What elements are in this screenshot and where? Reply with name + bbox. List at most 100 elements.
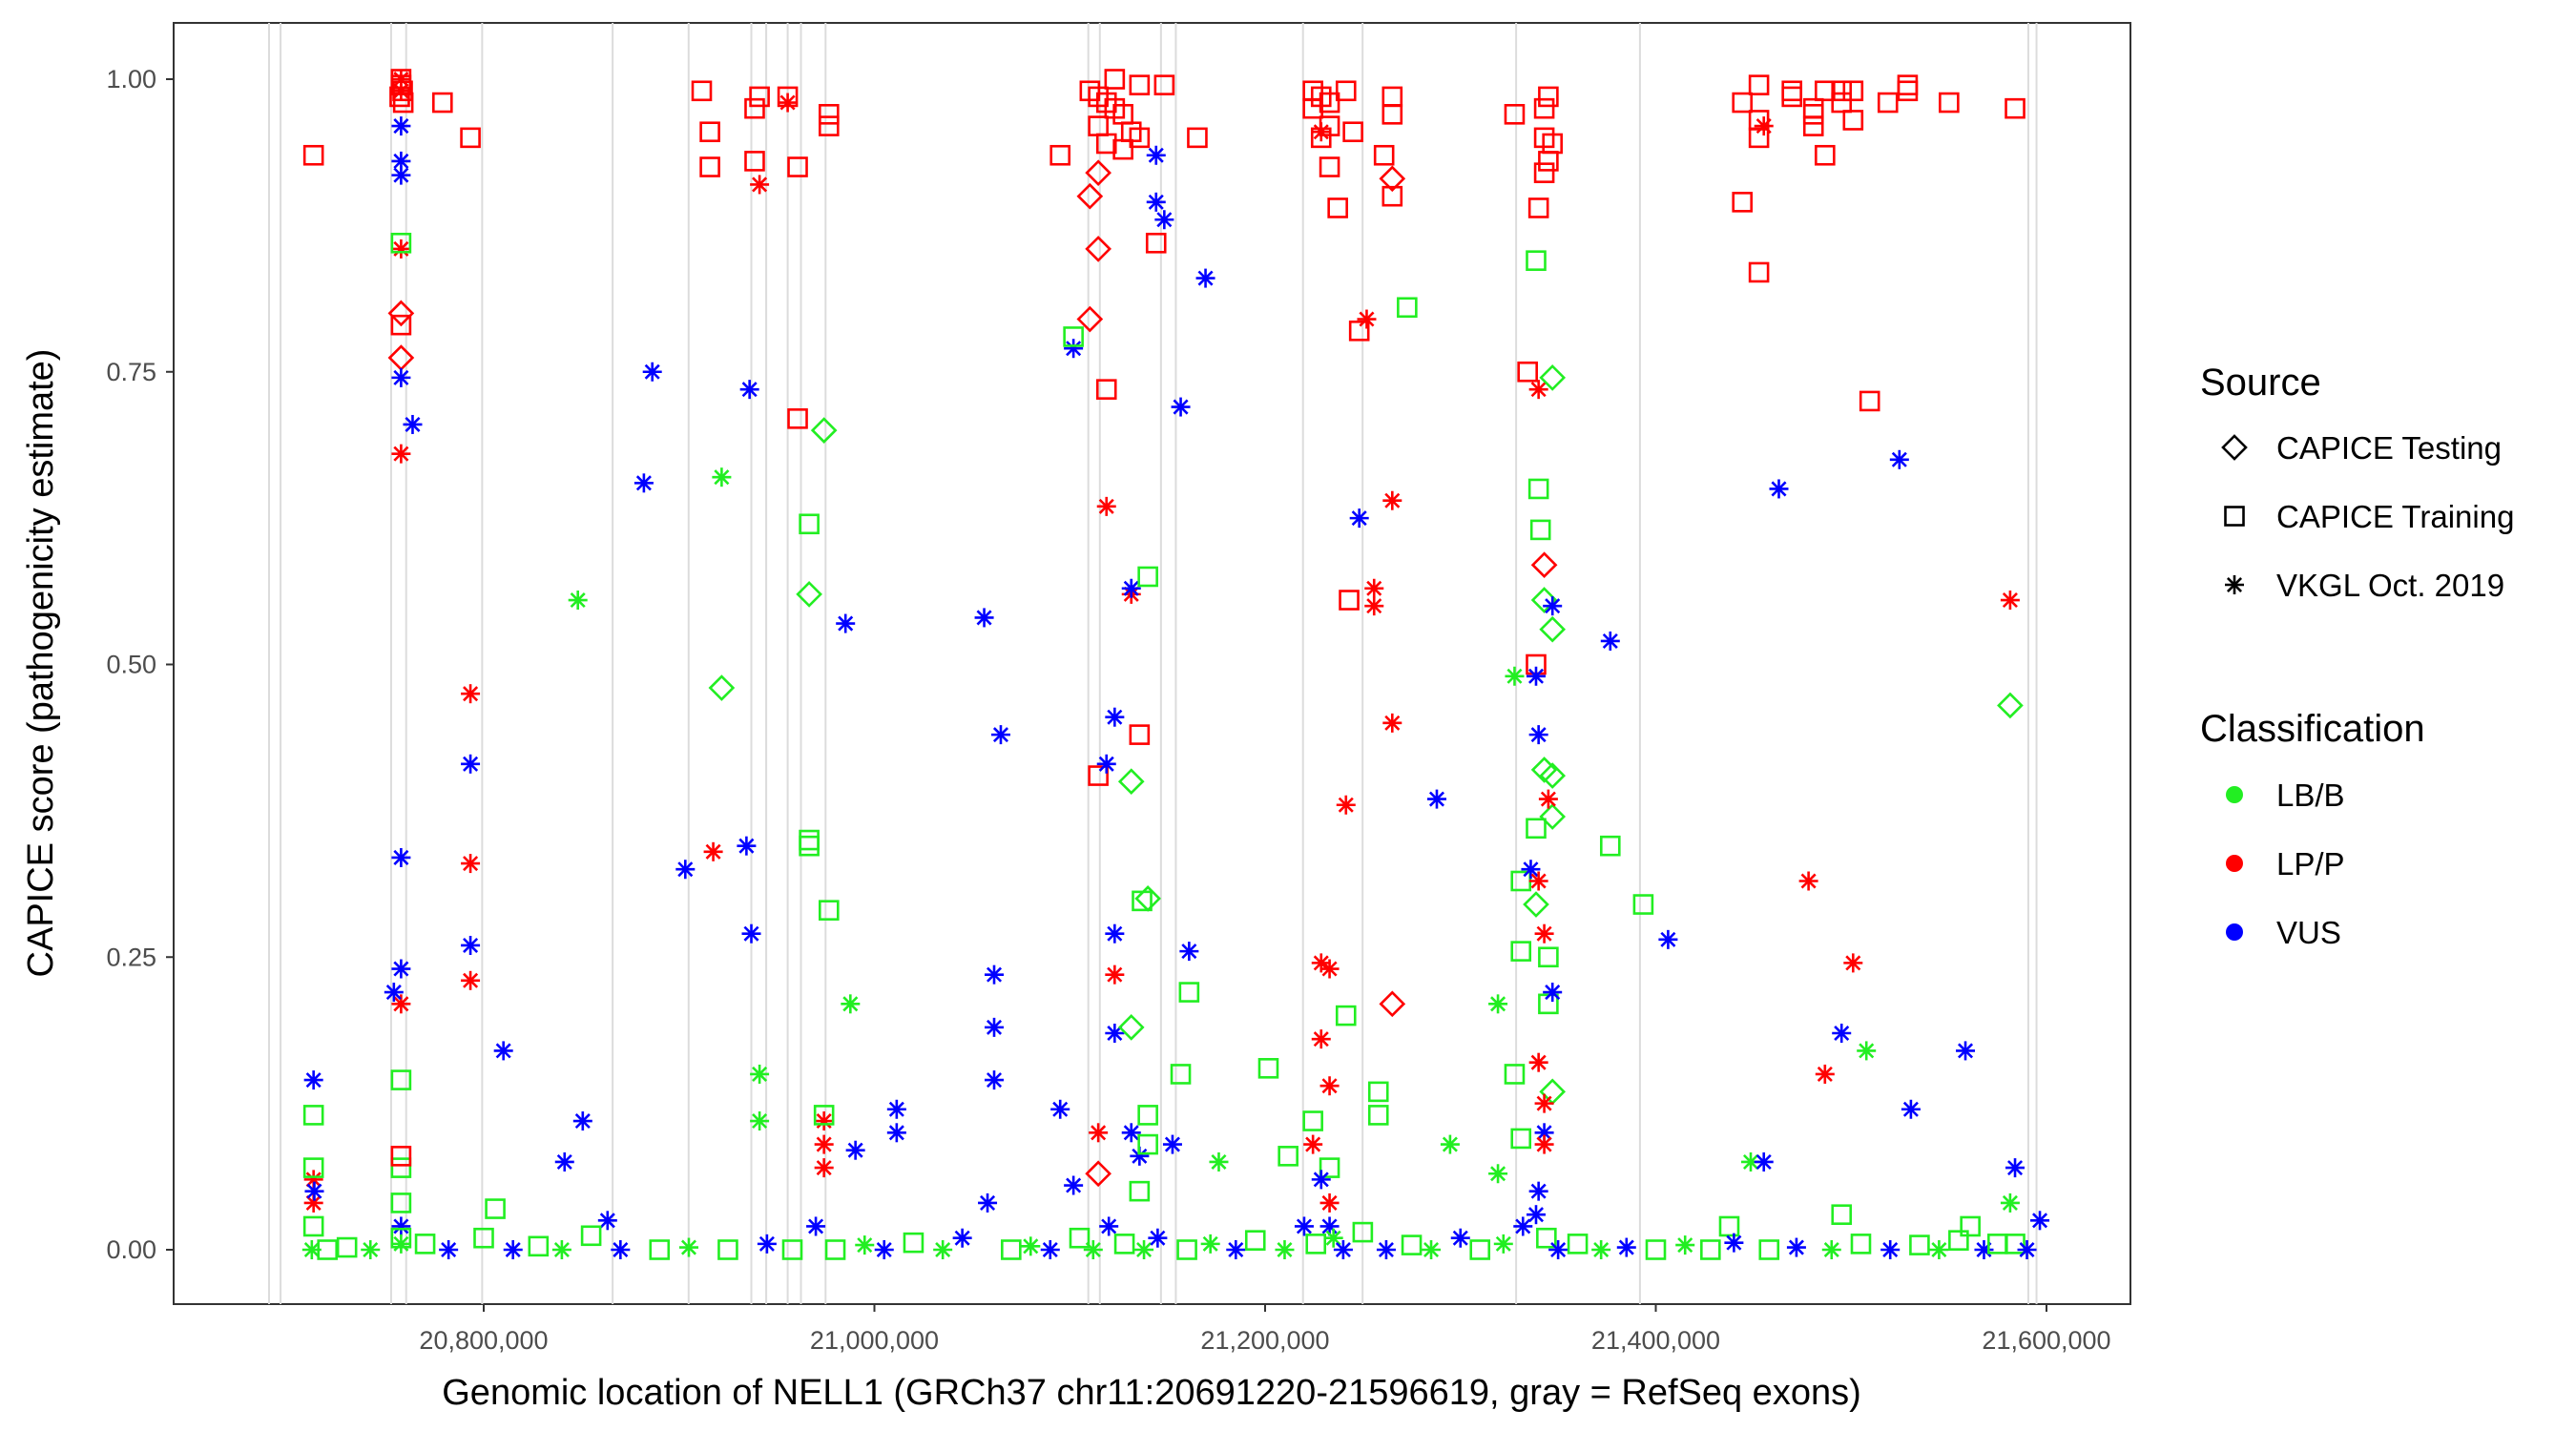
point-training: [1278, 1146, 1298, 1167]
point-training: [1244, 1230, 1266, 1251]
point-training: [749, 86, 770, 108]
point-training: [1069, 1227, 1091, 1249]
point-training: [813, 1105, 835, 1126]
point-vkgl: [1364, 578, 1384, 598]
point-training: [1187, 127, 1208, 149]
point-training: [1645, 1239, 1667, 1260]
point-testing: [810, 417, 838, 444]
point-training: [1319, 1157, 1340, 1178]
point-training: [1319, 156, 1340, 177]
point-training: [302, 1157, 324, 1178]
point-vkgl: [1121, 578, 1141, 598]
legend-class-label: LB/B: [2276, 778, 2345, 813]
point-training: [1527, 478, 1549, 500]
point-training: [1137, 566, 1158, 588]
point-vkgl: [611, 1240, 631, 1259]
point-training: [1145, 232, 1167, 254]
point-training: [1842, 110, 1864, 131]
point-training: [1748, 261, 1770, 283]
point-vkgl: [737, 836, 757, 856]
point-training: [390, 1146, 412, 1167]
legend-classification-title: Classification: [2200, 708, 2425, 750]
point-training: [390, 232, 412, 254]
point-vkgl: [1021, 1236, 1041, 1256]
point-vkgl: [1724, 1233, 1744, 1253]
point-training: [1352, 1221, 1374, 1243]
point-vkgl: [741, 923, 761, 944]
y-axis: 0.00 0.25 0.50 0.75 1.00: [106, 65, 174, 1264]
point-training: [1732, 92, 1754, 114]
point-vkgl: [1526, 1205, 1546, 1225]
point-vkgl: [1121, 1123, 1141, 1143]
point-training: [1302, 97, 1323, 119]
point-vkgl: [642, 362, 662, 382]
point-vkgl: [1064, 339, 1084, 359]
point-training: [1381, 185, 1403, 207]
point-vkgl: [1974, 1240, 1994, 1259]
point-vkgl: [1040, 1240, 1060, 1259]
point-vkgl: [1134, 1240, 1154, 1259]
point-vkgl: [1901, 1099, 1921, 1119]
x-axis-title: Genomic location of NELL1 (GRCh37 chr11:…: [442, 1373, 1861, 1413]
point-training: [1533, 162, 1555, 183]
point-testing: [1379, 990, 1406, 1018]
point-training: [1510, 1128, 1532, 1150]
point-training: [799, 835, 820, 857]
point-vkgl: [1148, 1228, 1168, 1248]
point-training: [691, 80, 713, 102]
point-vkgl: [1357, 309, 1377, 329]
point-vkgl: [1311, 953, 1331, 973]
point-training: [903, 1232, 924, 1254]
x-tick-label: 21,400,000: [1591, 1326, 1720, 1355]
point-vkgl: [1769, 479, 1789, 499]
point-training: [336, 1236, 358, 1258]
point-vkgl: [1832, 1024, 1852, 1044]
point-training: [1632, 894, 1654, 915]
point-vkgl: [1294, 1216, 1314, 1236]
point-vkgl: [1422, 1240, 1442, 1259]
point-training: [1178, 982, 1200, 1003]
x-tick-label: 21,200,000: [1200, 1326, 1329, 1355]
point-training: [1542, 133, 1563, 155]
point-training: [1367, 1105, 1389, 1126]
point-training: [1112, 138, 1133, 160]
point-vkgl: [461, 754, 481, 774]
point-testing: [1523, 891, 1549, 918]
point-testing: [387, 300, 415, 327]
point-vkgl: [439, 1240, 459, 1259]
legend-asterisk-icon: [2225, 575, 2244, 594]
legend-square-icon: [2224, 506, 2245, 527]
point-testing: [1117, 768, 1145, 796]
y-tick-label: 0.75: [106, 358, 156, 386]
point-training: [473, 1227, 494, 1249]
point-vkgl: [814, 1111, 834, 1131]
point-training: [787, 156, 808, 177]
point-vkgl: [1226, 1240, 1246, 1259]
point-training: [1815, 80, 1836, 102]
point-vkgl: [933, 1240, 953, 1259]
point-training: [1129, 724, 1151, 745]
point-vkgl: [1426, 789, 1446, 809]
point-testing: [1379, 165, 1406, 193]
point-testing: [1997, 692, 2024, 719]
point-testing: [1530, 587, 1558, 613]
legend-source-title: Source: [2200, 362, 2321, 404]
point-vkgl: [1534, 923, 1554, 944]
point-training: [1095, 133, 1117, 155]
point-testing: [1076, 305, 1104, 333]
point-training: [1342, 121, 1363, 143]
point-training: [2005, 97, 2025, 119]
point-training: [1001, 1239, 1022, 1260]
x-tick-label: 20,800,000: [419, 1326, 548, 1355]
point-training: [1533, 97, 1555, 119]
point-vkgl: [391, 165, 411, 185]
point-training: [699, 121, 720, 143]
point-vkgl: [874, 1240, 894, 1259]
point-training: [1517, 361, 1538, 383]
point-vkgl: [886, 1099, 906, 1119]
point-training: [1831, 80, 1853, 102]
point-vkgl: [1505, 666, 1525, 686]
point-training: [818, 104, 840, 125]
point-training: [824, 1239, 846, 1260]
point-training: [302, 1105, 324, 1126]
